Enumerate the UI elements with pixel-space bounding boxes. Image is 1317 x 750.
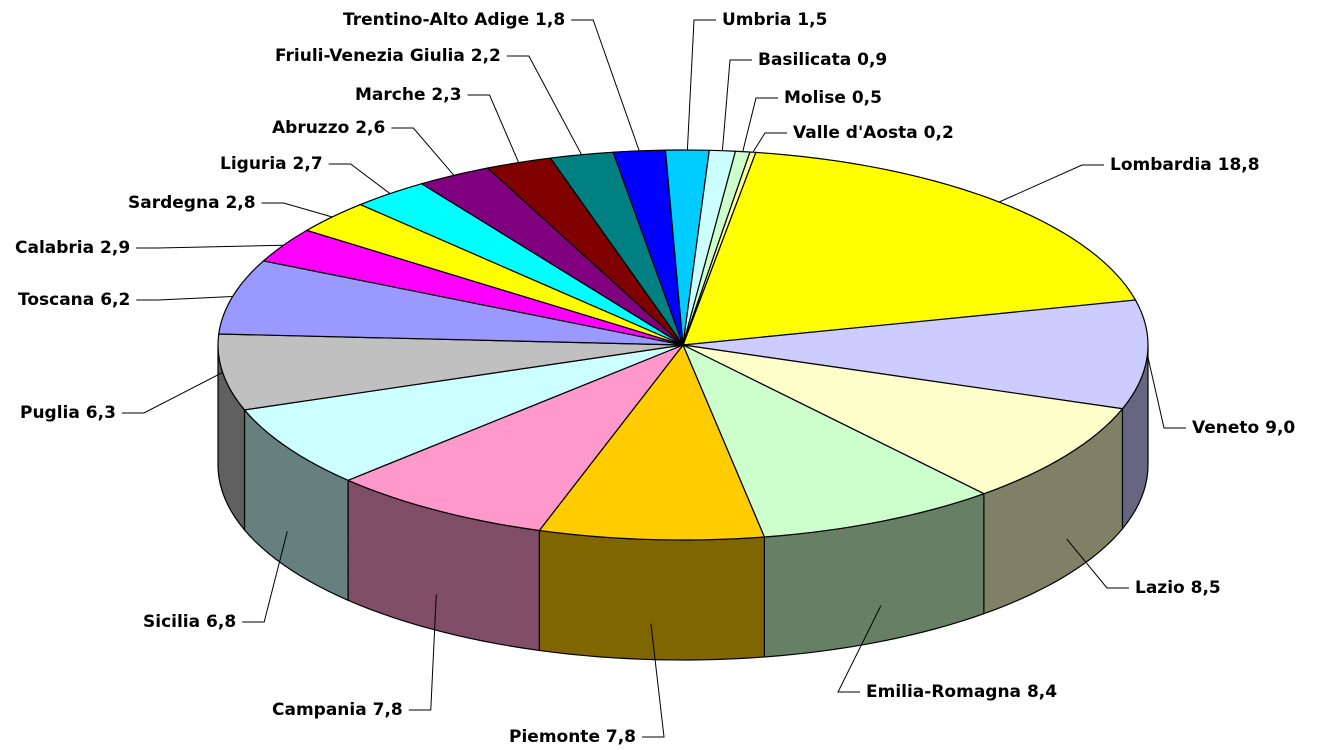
- category-name: Umbria: [722, 10, 791, 30]
- data-label: Marche 2,3: [355, 85, 462, 105]
- slice: [346, 343, 685, 532]
- value-label: 2,2: [471, 46, 501, 66]
- value-label: 2,9: [100, 238, 130, 258]
- data-label: Liguria 2,7: [220, 154, 323, 174]
- value-label: 2,8: [225, 193, 255, 213]
- slice: [538, 343, 766, 541]
- value-label: 7,8: [606, 727, 636, 747]
- value-label: 1,8: [535, 10, 565, 30]
- leader-line: [998, 164, 1104, 203]
- slice: [681, 343, 986, 538]
- value-label: 8,4: [1027, 682, 1057, 702]
- category-name: Friuli-Venezia Giulia: [275, 46, 465, 66]
- leader-line: [467, 94, 520, 163]
- leader-line: [391, 127, 455, 176]
- category-name: Calabria: [15, 238, 94, 258]
- category-name: Lombardia: [1110, 155, 1212, 175]
- data-label: Basilicata 0,9: [758, 50, 887, 70]
- slice: [358, 183, 684, 346]
- category-name: Valle d'Aosta: [793, 123, 918, 143]
- value-label: 7,8: [373, 700, 403, 720]
- slice-side: [538, 529, 765, 661]
- category-name: Sicilia: [143, 612, 200, 632]
- leader-line: [1066, 538, 1129, 589]
- leader-line: [136, 296, 233, 301]
- data-label: Abruzzo 2,6: [272, 118, 385, 138]
- data-label: Umbria 1,5: [722, 10, 827, 30]
- category-name: Abruzzo: [272, 118, 349, 138]
- data-label: Trentino-Alto Adige 1,8: [343, 10, 565, 30]
- category-name: Liguria: [220, 154, 287, 174]
- data-label: Emilia-Romagna 8,4: [866, 682, 1057, 702]
- slice: [682, 344, 1124, 495]
- leader-line: [742, 97, 778, 152]
- value-label: 8,5: [1191, 578, 1221, 598]
- category-name: Puglia: [20, 403, 80, 423]
- leader-line: [408, 594, 437, 711]
- data-label: Toscana 6,2: [18, 290, 130, 310]
- value-label: 9,0: [1265, 418, 1295, 438]
- data-label: Piemonte 7,8: [509, 727, 636, 747]
- value-label: 6,8: [206, 612, 236, 632]
- value-label: 0,5: [852, 88, 882, 108]
- value-label: 1,5: [797, 10, 827, 30]
- data-label: Calabria 2,9: [15, 238, 130, 258]
- slice: [682, 299, 1149, 410]
- data-label: Valle d'Aosta 0,2: [793, 123, 954, 143]
- value-label: 2,3: [431, 85, 461, 105]
- category-name: Trentino-Alto Adige: [343, 10, 529, 30]
- leader-line: [261, 202, 333, 218]
- data-label: Sicilia 6,8: [143, 612, 236, 632]
- slice: [243, 344, 684, 481]
- leader-line: [642, 623, 665, 738]
- data-label: Campania 7,8: [272, 700, 403, 720]
- data-label: Sardegna 2,8: [128, 193, 256, 213]
- value-label: 0,2: [924, 123, 954, 143]
- value-label: 6,2: [100, 290, 130, 310]
- data-label: Friuli-Venezia Giulia 2,2: [275, 46, 501, 66]
- data-label: Molise 0,5: [784, 88, 882, 108]
- leader-line: [328, 163, 391, 194]
- category-name: Toscana: [18, 290, 94, 310]
- leader-line: [571, 19, 640, 152]
- category-name: Veneto: [1192, 418, 1259, 438]
- category-name: Lazio: [1135, 578, 1185, 598]
- value-label: 2,6: [355, 118, 385, 138]
- slice: [420, 167, 684, 346]
- value-label: 18,8: [1218, 155, 1260, 175]
- value-label: 0,9: [857, 50, 887, 70]
- leader-line: [752, 132, 787, 153]
- leader-line: [136, 244, 284, 249]
- category-name: Basilicata: [758, 50, 851, 70]
- category-name: Piemonte: [509, 727, 600, 747]
- category-name: Sardegna: [128, 193, 220, 213]
- data-label: Puglia 6,3: [20, 403, 116, 423]
- slice: [486, 157, 684, 346]
- leader-line: [837, 605, 882, 693]
- category-name: Marche: [355, 85, 425, 105]
- data-label: Lazio 8,5: [1135, 578, 1221, 598]
- data-label: Lombardia 18,8: [1110, 155, 1260, 175]
- category-name: Emilia-Romagna: [866, 682, 1021, 702]
- leader-line: [686, 19, 716, 151]
- category-name: Molise: [784, 88, 846, 108]
- leader-line: [506, 55, 583, 155]
- data-label: Veneto 9,0: [1192, 418, 1295, 438]
- value-label: 6,3: [86, 403, 116, 423]
- value-label: 2,7: [293, 154, 323, 174]
- leader-line: [1146, 354, 1186, 429]
- leader-line: [721, 59, 752, 151]
- category-name: Campania: [272, 700, 367, 720]
- leader-line: [242, 531, 288, 623]
- leader-line: [121, 372, 223, 414]
